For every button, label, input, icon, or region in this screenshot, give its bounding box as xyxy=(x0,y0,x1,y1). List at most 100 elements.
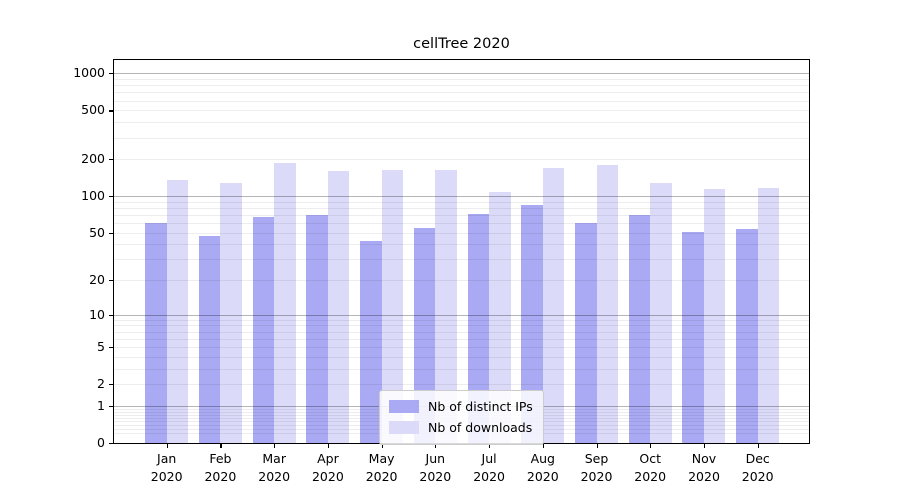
bar-distinct-ips-jan xyxy=(145,223,167,443)
bar-distinct-ips-may xyxy=(360,240,382,443)
y-tick-mark xyxy=(109,110,113,112)
bar-distinct-ips-oct xyxy=(628,214,651,443)
minor-gridline xyxy=(114,259,809,261)
y-tick-mark xyxy=(109,159,113,161)
minor-gridline xyxy=(114,232,809,234)
x-tick-label-apr: Apr 2020 xyxy=(311,451,344,484)
y-tick-mark xyxy=(109,196,113,198)
minor-gridline xyxy=(114,201,809,203)
minor-gridline xyxy=(114,384,809,386)
x-tick-mark xyxy=(704,444,706,448)
y-tick-label: 200 xyxy=(81,151,105,167)
minor-gridline xyxy=(114,92,809,94)
x-tick-label-jun: Jun 2020 xyxy=(419,451,452,484)
y-tick-label: 2 xyxy=(97,376,105,392)
minor-gridline xyxy=(114,368,809,370)
bar-downloads-dec xyxy=(757,188,780,443)
bar-downloads-apr xyxy=(327,171,350,443)
bar-downloads-oct xyxy=(650,183,672,443)
y-tick-label: 0 xyxy=(97,435,105,450)
y-tick-label: 500 xyxy=(81,102,105,118)
bar-downloads-mar xyxy=(274,162,296,443)
plot-area xyxy=(113,59,810,444)
minor-gridline xyxy=(114,347,809,349)
major-gridline xyxy=(114,196,809,198)
minor-gridline xyxy=(114,325,809,327)
x-tick-mark xyxy=(757,444,759,448)
legend-entry-distinct-ips: Nb of distinct IPs xyxy=(389,396,533,417)
minor-gridline xyxy=(114,356,809,358)
bar-distinct-ips-aug xyxy=(521,204,543,443)
x-tick-label-feb: Feb 2020 xyxy=(204,451,237,484)
y-tick-mark xyxy=(109,232,113,234)
y-tick-mark xyxy=(109,280,113,282)
minor-gridline xyxy=(114,159,809,161)
y-tick-label: 100 xyxy=(81,188,105,204)
bar-downloads-jul xyxy=(489,192,511,443)
minor-gridline xyxy=(114,122,809,124)
bar-distinct-ips-nov xyxy=(682,231,704,443)
x-tick-label-mar: Mar 2020 xyxy=(258,451,291,484)
minor-gridline xyxy=(114,244,809,246)
y-tick-label: 5 xyxy=(97,339,105,355)
bar-downloads-sep xyxy=(596,164,619,443)
legend-label-downloads: Nb of downloads xyxy=(428,420,533,435)
minor-gridline xyxy=(114,319,809,321)
x-tick-label-sep: Sep 2020 xyxy=(580,451,613,484)
minor-gridline xyxy=(114,85,809,87)
y-tick-label: 10 xyxy=(89,306,105,322)
minor-gridline xyxy=(114,79,809,80)
bar-downloads-jan xyxy=(166,179,189,443)
x-tick-mark xyxy=(220,444,222,448)
x-tick-label-aug: Aug 2020 xyxy=(526,451,559,484)
x-tick-mark xyxy=(327,444,330,448)
x-tick-label-jul: Jul 2020 xyxy=(473,451,505,484)
bar-downloads-feb xyxy=(220,183,242,443)
bar-distinct-ips-jun xyxy=(413,227,436,443)
minor-gridline xyxy=(114,110,809,112)
minor-gridline xyxy=(114,280,809,282)
chart-title: cellTree 2020 xyxy=(413,36,510,52)
y-tick-mark xyxy=(109,405,113,408)
x-tick-mark xyxy=(650,444,652,448)
major-gridline xyxy=(114,314,809,316)
bar-distinct-ips-sep xyxy=(575,223,597,443)
legend-swatch-distinct-ips-icon xyxy=(389,400,419,413)
bar-downloads-nov xyxy=(703,188,726,443)
y-tick-label: 20 xyxy=(89,272,105,288)
legend-entry-downloads: Nb of downloads xyxy=(389,417,533,438)
bar-downloads-jun xyxy=(435,169,457,443)
minor-gridline xyxy=(114,100,809,102)
bar-distinct-ips-apr xyxy=(306,214,328,443)
bar-distinct-ips-dec xyxy=(736,228,758,443)
y-tick-mark xyxy=(109,314,113,316)
major-gridline xyxy=(114,73,809,75)
x-tick-mark xyxy=(435,444,437,448)
x-tick-mark xyxy=(381,444,383,448)
bar-distinct-ips-feb xyxy=(198,235,221,443)
minor-gridline xyxy=(114,331,809,333)
x-tick-label-dec: Dec 2020 xyxy=(741,451,774,484)
y-tick-mark xyxy=(109,443,113,445)
x-tick-mark xyxy=(166,444,168,448)
minor-gridline xyxy=(114,338,809,340)
legend: Nb of distinct IPs Nb of downloads xyxy=(379,390,544,445)
minor-gridline xyxy=(114,207,809,209)
y-tick-label: 1 xyxy=(97,397,105,413)
legend-label-distinct-ips: Nb of distinct IPs xyxy=(428,399,533,414)
minor-gridline xyxy=(114,223,809,224)
y-tick-mark xyxy=(109,384,113,386)
x-tick-mark xyxy=(542,444,544,448)
x-tick-mark xyxy=(596,444,598,448)
x-tick-label-jan: Jan 2020 xyxy=(150,451,183,484)
bar-downloads-may xyxy=(381,169,404,443)
y-tick-label: 1000 xyxy=(73,65,105,81)
minor-gridline xyxy=(114,137,809,139)
x-tick-label-nov: Nov 2020 xyxy=(688,451,720,484)
x-tick-mark xyxy=(274,444,276,448)
bar-distinct-ips-jul xyxy=(467,214,490,443)
y-tick-label: 50 xyxy=(89,224,105,240)
x-tick-label-oct: Oct 2020 xyxy=(634,451,667,484)
bar-distinct-ips-mar xyxy=(252,217,275,443)
